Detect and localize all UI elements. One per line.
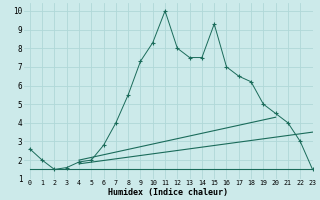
X-axis label: Humidex (Indice chaleur): Humidex (Indice chaleur)	[108, 188, 228, 197]
